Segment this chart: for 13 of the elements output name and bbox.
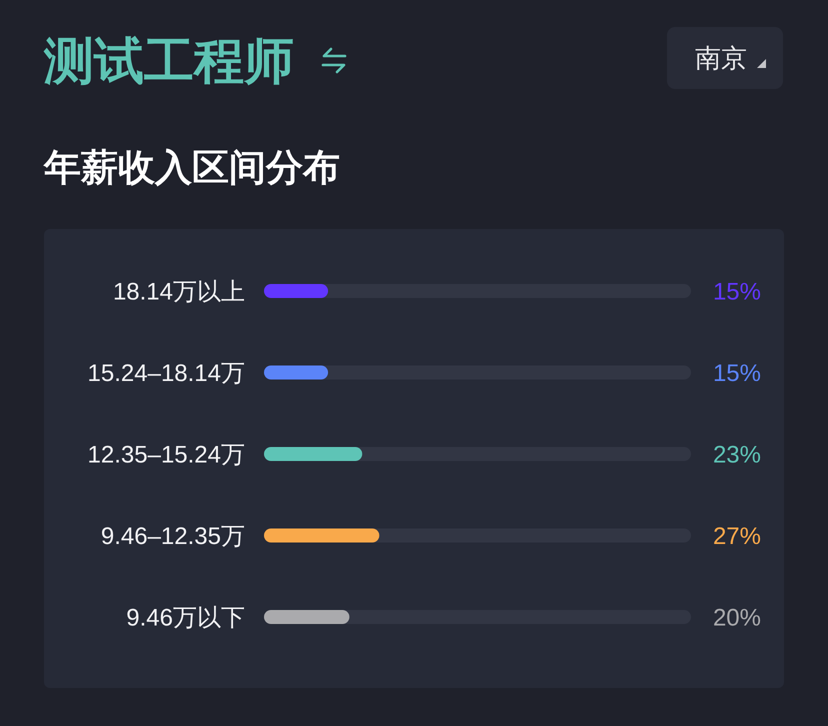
value-label: 15% (712, 360, 761, 387)
category-label: 15.24–18.14万 (88, 360, 245, 387)
title: 测试工程师 (44, 33, 294, 89)
annotation: 南京 (695, 43, 747, 73)
value-label: 27% (712, 523, 761, 550)
category-label: 9.46–12.35万 (100, 523, 245, 550)
category-label: 18.14万以上 (112, 278, 245, 306)
category-label: 9.46万以下 (126, 604, 245, 632)
category-label: 12.35–15.24万 (88, 442, 245, 468)
subtitle: 年薪收入区间分布 (44, 147, 340, 188)
value-label: 15% (712, 278, 761, 306)
value-label: 23% (712, 442, 761, 468)
value-label: 20% (712, 604, 761, 632)
